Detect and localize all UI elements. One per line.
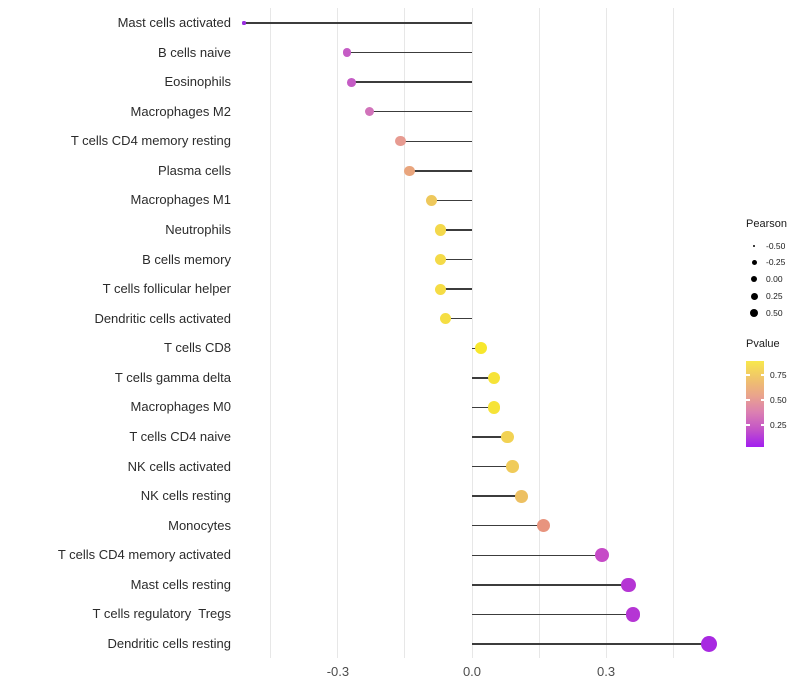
y-axis-label: Dendritic cells activated <box>94 310 231 326</box>
y-axis-label: T cells gamma delta <box>114 369 231 385</box>
y-axis-label: T cells CD4 memory resting <box>70 133 231 149</box>
lollipop-dot <box>505 460 519 473</box>
pearson-legend-dot <box>751 259 757 265</box>
lollipop-stem <box>346 51 472 54</box>
lollipop-stem <box>440 229 472 231</box>
lollipop-dot <box>488 401 501 414</box>
gridline <box>538 8 540 658</box>
lollipop-stem <box>445 317 472 320</box>
gridline <box>404 8 406 658</box>
lollipop-dot <box>342 48 352 57</box>
lollipop-dot <box>346 77 356 87</box>
lollipop-stem <box>472 584 629 586</box>
lollipop-dot <box>621 577 636 593</box>
colorbar-label: 0.75 <box>770 370 787 380</box>
y-axis-label: Mast cells activated <box>117 15 231 30</box>
gridline <box>471 8 473 658</box>
colorbar-label: 0.50 <box>770 395 787 405</box>
pearson-legend-label: 0.50 <box>766 308 783 318</box>
lollipop-stem <box>472 436 508 438</box>
y-axis-label: Mast cells resting <box>130 576 231 592</box>
lollipop-dot <box>594 548 609 563</box>
lollipop-dot <box>242 21 246 25</box>
y-axis-label: Macrophages M1 <box>130 192 231 208</box>
colorbar-tick <box>746 424 750 426</box>
pearson-legend-dot <box>751 276 757 282</box>
gridline <box>337 8 339 658</box>
lollipop-dot <box>426 194 438 206</box>
y-axis-label: B cells naive <box>158 44 231 60</box>
lollipop-dot <box>501 430 515 444</box>
colorbar-tick <box>760 374 764 376</box>
gridline <box>605 8 607 658</box>
lollipop-stem <box>351 81 472 83</box>
lollipop-dot <box>536 519 551 533</box>
pearson-legend-dot <box>752 244 756 248</box>
y-axis-label: Dendritic cells resting <box>107 635 231 651</box>
colorbar-tick <box>746 399 750 401</box>
y-axis-label: Neutrophils <box>165 221 231 237</box>
lollipop-stem <box>409 170 472 172</box>
lollipop-dot <box>514 489 528 503</box>
pearson-legend-dot <box>750 292 758 300</box>
y-axis-label: T cells CD8 <box>164 340 231 356</box>
lollipop-dot <box>625 607 641 622</box>
y-axis-label: Monocytes <box>168 517 231 533</box>
y-axis-label: T cells CD4 naive <box>129 428 231 444</box>
pearson-legend-label: 0.25 <box>766 291 783 301</box>
pearson-legend-label: 0.00 <box>766 274 783 284</box>
y-axis-label: Plasma cells <box>158 162 231 178</box>
pearson-legend-title: Pearson <box>746 218 787 230</box>
lollipop-dot <box>395 136 406 147</box>
colorbar-tick <box>746 374 750 376</box>
lollipop-stem <box>472 554 602 557</box>
lollipop-dot <box>435 254 447 266</box>
pvalue-legend-title: Pvalue <box>746 338 780 350</box>
x-axis-tick-label: 0.0 <box>462 664 482 679</box>
lollipop-dot <box>439 313 451 325</box>
lollipop-stem <box>440 288 472 290</box>
colorbar-tick <box>760 399 764 401</box>
y-axis-label: NK cells resting <box>140 488 231 504</box>
pearson-legend-label: -0.25 <box>766 257 786 267</box>
y-axis-label: Macrophages M2 <box>130 103 231 119</box>
lollipop-stem <box>369 110 472 113</box>
lollipop-stem <box>472 613 633 616</box>
y-axis-label: T cells regulatory Tregs <box>92 606 231 622</box>
y-axis-label: Eosinophils <box>164 74 232 90</box>
y-axis-label: T cells follicular helper <box>102 281 231 297</box>
colorbar-label: 0.25 <box>770 420 787 430</box>
lollipop-stem <box>400 140 472 143</box>
y-axis-label: B cells memory <box>142 251 231 267</box>
lollipop-dot <box>488 371 501 384</box>
lollipop-dot <box>435 283 447 295</box>
lollipop-dot <box>435 224 447 236</box>
lollipop-dot <box>364 107 374 117</box>
lollipop-stem <box>472 377 495 379</box>
y-axis-label: Macrophages M0 <box>130 399 231 415</box>
gridline <box>672 8 674 658</box>
pearson-legend-label: -0.50 <box>766 241 786 251</box>
gridline <box>270 8 272 658</box>
lollipop-dot <box>700 636 717 652</box>
colorbar-tick <box>760 424 764 426</box>
lollipop-stem <box>472 406 495 409</box>
pearson-legend-dot <box>750 309 758 317</box>
lollipop-dot <box>474 342 487 355</box>
y-axis-label: NK cells activated <box>127 458 231 474</box>
lollipop-stem <box>440 258 472 261</box>
x-axis-tick-label: 0.3 <box>597 664 616 679</box>
lollipop-stem <box>472 465 513 468</box>
lollipop-stem <box>472 524 544 527</box>
pvalue-colorbar <box>746 361 764 447</box>
lollipop-dot <box>404 165 415 177</box>
y-axis-label: T cells CD4 memory activated <box>57 547 231 563</box>
lollipop-stem <box>431 199 472 202</box>
lollipop-stem <box>244 22 472 24</box>
lollipop-stem <box>472 643 709 645</box>
x-axis-tick-label: -0.3 <box>326 664 350 679</box>
lollipop-stem <box>472 495 522 497</box>
